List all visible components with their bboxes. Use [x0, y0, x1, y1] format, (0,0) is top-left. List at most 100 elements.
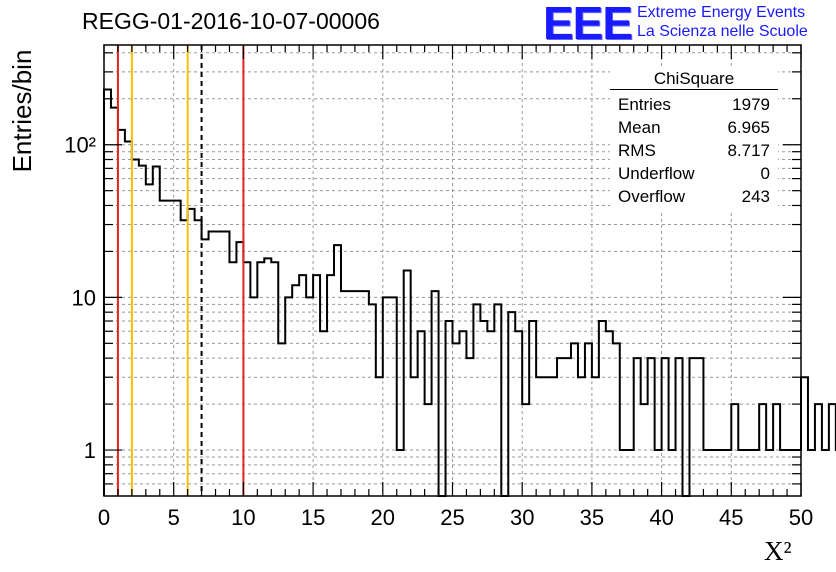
histogram-bin	[264, 258, 271, 496]
x-tick-label: 35	[580, 505, 604, 530]
histogram-bin	[181, 220, 188, 496]
histogram-bin	[174, 201, 181, 496]
histogram-bin	[738, 450, 745, 496]
histogram-bin	[543, 377, 550, 496]
histogram-series	[103, 88, 836, 497]
stats-row-rms: RMS 8.717	[610, 139, 778, 162]
histogram-bin	[111, 108, 118, 496]
histogram-bin	[278, 343, 285, 496]
histogram-bin	[222, 232, 229, 496]
histogram-bin	[334, 245, 341, 496]
histogram-bin	[250, 297, 257, 496]
histogram-bin	[411, 377, 418, 496]
histogram-bin	[313, 275, 320, 496]
stats-row-underflow: Underflow 0	[610, 162, 778, 185]
histogram-bin	[369, 304, 376, 496]
histogram-bin	[710, 450, 717, 496]
histogram-bin	[125, 141, 132, 496]
histogram-bin	[271, 262, 278, 496]
x-axis-label: X²	[764, 536, 792, 566]
histogram-bin	[536, 377, 543, 496]
histogram-bin	[320, 331, 327, 496]
histogram-bin	[801, 377, 808, 496]
histogram-bin	[404, 271, 411, 497]
stats-label: Underflow	[618, 164, 695, 183]
y-tick-label: 10	[72, 285, 96, 310]
histogram-bin	[348, 291, 355, 496]
histogram-bin	[585, 343, 592, 496]
stats-row-mean: Mean 6.965	[610, 116, 778, 139]
stats-label: Overflow	[618, 187, 686, 206]
histogram-bin	[236, 242, 243, 496]
histogram-bin	[752, 450, 759, 496]
chart-title: REGG-01-2016-10-07-00006	[82, 8, 380, 34]
histogram-bin	[397, 450, 404, 496]
histogram-bin	[606, 331, 613, 496]
histogram-bin	[341, 291, 348, 496]
x-tick-label: 15	[301, 505, 325, 530]
histogram-bin	[599, 321, 606, 496]
histogram-bin	[822, 450, 829, 496]
histogram-bin	[676, 358, 683, 496]
histogram-bin	[564, 358, 571, 496]
histogram-bin	[759, 404, 766, 496]
histogram-bin	[815, 404, 822, 496]
x-tick-label: 30	[510, 505, 534, 530]
histogram-bin	[432, 291, 439, 496]
histogram-bin	[376, 377, 383, 496]
histogram-bin	[578, 377, 585, 496]
histogram-bin	[480, 321, 487, 496]
stats-row-entries: Entries 1979	[610, 93, 778, 116]
histogram-bin	[487, 331, 494, 496]
histogram-bin	[473, 304, 480, 496]
stats-label: Mean	[618, 118, 661, 137]
histogram-bin	[425, 404, 432, 496]
histogram-bin	[515, 331, 522, 496]
y-tick-label: 1	[84, 438, 96, 463]
histogram-bin	[703, 450, 710, 496]
histogram-bin	[592, 377, 599, 496]
histogram-bin	[390, 297, 397, 496]
stats-value: 0	[760, 164, 770, 183]
histogram-bin	[243, 262, 250, 496]
histogram-bin	[557, 358, 564, 496]
stats-label: Entries	[618, 95, 671, 114]
histogram-bin	[292, 285, 299, 496]
histogram-bin	[696, 358, 703, 496]
stats-value: 8.717	[727, 141, 770, 160]
stats-box: ChiSquare Entries 1979 Mean 6.965 RMS 8.717…	[610, 68, 778, 210]
histogram-bin	[724, 450, 731, 496]
histogram-bin	[780, 450, 787, 496]
x-tick-label: 50	[789, 505, 813, 530]
histogram-bin	[167, 201, 174, 496]
histogram-bin	[299, 275, 306, 496]
histogram-bin	[689, 358, 696, 496]
histogram-bin	[494, 304, 501, 496]
histogram-bin	[139, 166, 146, 496]
histogram-bin	[209, 232, 216, 496]
stats-title: ChiSquare	[610, 68, 778, 90]
stats-row-overflow: Overflow 243	[610, 185, 778, 208]
histogram-bin	[522, 404, 529, 496]
histogram-bin	[383, 297, 390, 496]
histogram-bin	[508, 312, 515, 496]
histogram-bin	[731, 404, 738, 496]
histogram-bin	[146, 184, 153, 496]
y-tick-label: 10²	[64, 133, 96, 158]
histogram-bin	[362, 291, 369, 496]
stats-value: 6.965	[727, 118, 770, 137]
x-tick-label: 45	[719, 505, 743, 530]
histogram-bin	[766, 450, 773, 496]
histogram-bin	[202, 239, 209, 496]
y-axis-label: Entries/bin	[7, 49, 37, 173]
histogram-bin	[808, 450, 815, 496]
x-tick-label: 10	[231, 505, 255, 530]
eee-logo: EEE	[543, 0, 633, 49]
x-tick-label: 20	[371, 505, 395, 530]
branding-line2: La Scienza nelle Scuole	[637, 23, 808, 40]
histogram-bin	[459, 331, 466, 496]
stats-value: 243	[741, 187, 770, 206]
histogram-bin	[829, 404, 836, 496]
x-tick-label: 25	[440, 505, 464, 530]
